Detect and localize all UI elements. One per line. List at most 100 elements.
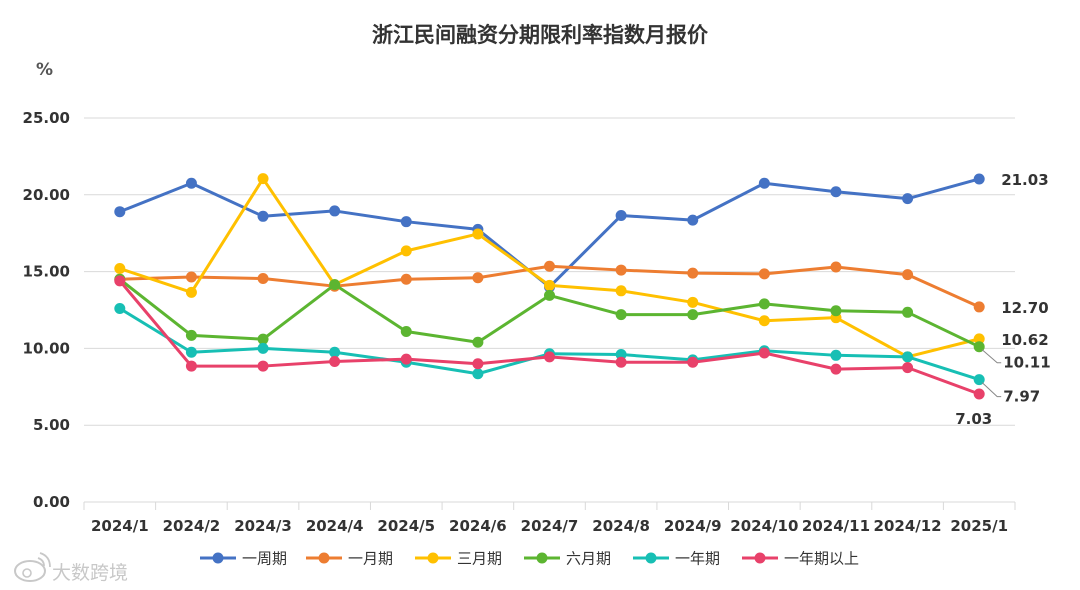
data-point: [472, 228, 484, 240]
data-point: [257, 333, 269, 345]
legend-item: 一年期以上: [742, 550, 859, 568]
data-point: [615, 264, 627, 276]
data-point: [902, 306, 914, 318]
data-point: [329, 279, 341, 291]
legend-marker: [212, 552, 224, 564]
x-tick-label: 2024/6: [449, 517, 507, 535]
data-point: [400, 245, 412, 257]
data-point: [544, 351, 555, 363]
data-point: [902, 362, 914, 374]
y-tick-label: 0.00: [33, 493, 70, 511]
data-point: [114, 263, 126, 275]
end-value-label: 10.62: [1001, 331, 1048, 349]
legend-item: 一年期: [633, 550, 720, 568]
data-point: [758, 315, 770, 327]
data-point: [973, 333, 985, 345]
data-point: [400, 273, 412, 285]
x-tick-label: 2024/1: [91, 517, 149, 535]
data-point: [114, 275, 126, 287]
data-point: [329, 346, 341, 358]
data-point: [185, 360, 197, 372]
data-point: [329, 355, 341, 367]
end-value-label: 21.03: [1001, 171, 1048, 189]
data-point: [257, 210, 269, 222]
data-point: [830, 186, 842, 198]
data-point: [902, 351, 914, 363]
series-1: [114, 173, 985, 293]
legend-label: 一周期: [242, 550, 287, 568]
x-tick-label: 2024/10: [730, 517, 798, 535]
end-value-label: 7.03: [955, 410, 992, 428]
legend-label: 三月期: [457, 550, 502, 568]
legend-marker: [318, 552, 330, 564]
data-point: [973, 388, 985, 400]
x-tick-label: 2024/11: [802, 517, 870, 535]
legend-item: 六月期: [524, 550, 611, 568]
series-3: [114, 173, 985, 363]
x-tick-label: 2024/9: [664, 517, 722, 535]
data-point: [687, 309, 699, 321]
data-point: [687, 214, 699, 226]
y-tick-label: 20.00: [23, 186, 70, 204]
data-point: [400, 326, 412, 338]
data-point: [329, 205, 341, 217]
data-point: [472, 368, 484, 380]
data-point: [687, 267, 699, 279]
data-point: [257, 342, 269, 354]
data-point: [758, 347, 770, 359]
data-point: [902, 269, 914, 281]
data-point: [257, 173, 269, 185]
end-value-label: 12.70: [1001, 299, 1048, 317]
data-point: [185, 286, 197, 298]
data-point: [472, 358, 484, 370]
y-tick-label: 25.00: [23, 109, 70, 127]
data-point: [114, 302, 126, 314]
end-labels: 21.03 12.70 10.62 10.11 7.97 7.03: [955, 171, 1050, 428]
x-tick-label: 2024/2: [163, 517, 221, 535]
data-point: [973, 374, 985, 386]
weibo-logo-icon: [14, 552, 51, 582]
watermark: 大数跨境: [14, 552, 128, 584]
label-leader-line: [981, 382, 1002, 398]
legend-item: 一月期: [306, 550, 393, 568]
data-point: [185, 177, 197, 189]
data-point: [615, 356, 627, 368]
x-tick-label: 2024/7: [521, 517, 579, 535]
data-point: [973, 301, 985, 313]
end-value-label: 7.97: [1003, 388, 1040, 406]
data-point: [758, 177, 770, 189]
data-point: [830, 349, 842, 361]
legend-label: 一月期: [348, 550, 393, 568]
x-tick-label: 2024/4: [306, 517, 364, 535]
x-axis-ticks: 2024/1 2024/2 2024/3 2024/4 2024/5 2024/6 2024…: [91, 517, 1008, 535]
legend-marker: [754, 552, 766, 564]
legend-label: 一年期: [675, 550, 720, 568]
y-tick-label: 10.00: [23, 339, 70, 357]
legend-item: 一周期: [200, 550, 287, 568]
data-point: [758, 268, 770, 280]
series-5: [114, 302, 985, 386]
data-point: [472, 272, 484, 284]
watermark-text: 大数跨境: [52, 562, 128, 584]
legend-marker: [427, 552, 439, 564]
data-point: [114, 206, 126, 218]
label-leader-line: [981, 349, 1002, 364]
legend-label: 六月期: [566, 550, 611, 568]
data-point: [544, 289, 555, 301]
legend-label: 一年期以上: [784, 550, 859, 568]
data-point: [185, 271, 197, 283]
data-point: [544, 260, 555, 272]
data-point: [615, 285, 627, 297]
data-point: [472, 336, 484, 348]
legend-item: 三月期: [415, 550, 502, 568]
data-point: [185, 346, 197, 358]
data-point: [185, 329, 197, 341]
data-point: [615, 309, 627, 321]
data-point: [902, 193, 914, 205]
data-point: [400, 353, 412, 365]
series-4: [114, 273, 985, 353]
gridlines: [83, 117, 1016, 510]
legend-marker: [536, 552, 548, 564]
data-point: [830, 363, 842, 375]
